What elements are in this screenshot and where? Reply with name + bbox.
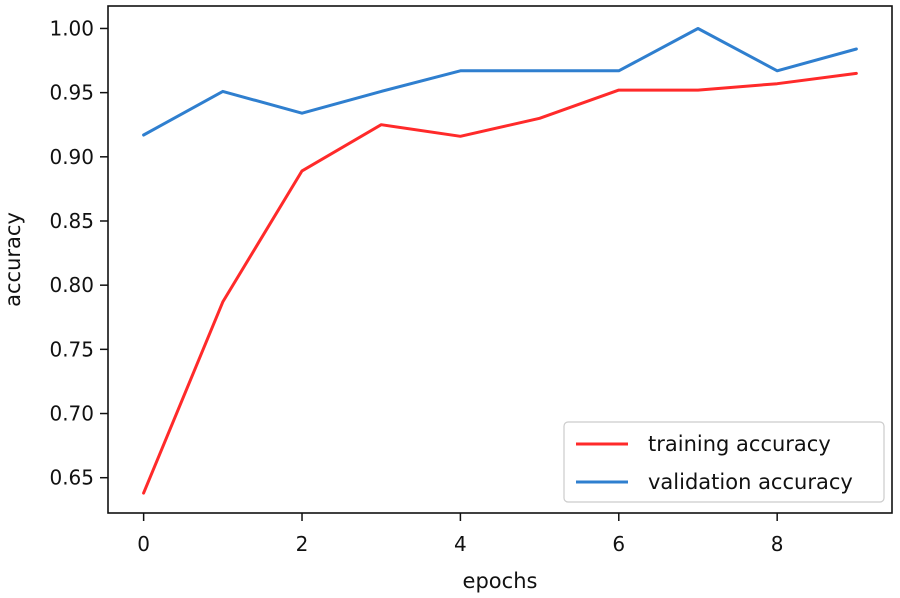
x-tick-label: 6: [612, 532, 625, 556]
x-axis-ticks: 0 2 4 6 8: [137, 513, 784, 556]
legend-box: [563, 421, 885, 503]
x-tick-label: 2: [296, 532, 309, 556]
series-line-training-accuracy: [142, 71, 858, 495]
legend: training accuracy validation accuracy: [563, 421, 885, 503]
y-axis-ticks: 0.65 0.70 0.75 0.80 0.85 0.90 0.95 1.00: [49, 16, 108, 490]
plot-area: [107, 5, 893, 514]
legend-label-training-accuracy: training accuracy: [648, 432, 831, 456]
y-tick-label: 0.80: [49, 273, 94, 297]
x-tick-label: 4: [454, 532, 467, 556]
x-tick-label: 8: [771, 532, 784, 556]
y-tick-label: 0.90: [49, 145, 94, 169]
legend-label-validation-accuracy: validation accuracy: [648, 470, 853, 494]
x-tick-label: 0: [137, 532, 150, 556]
plot-frame: [107, 5, 893, 514]
x-axis-label: epochs: [463, 569, 538, 593]
y-axis-label: accuracy: [1, 212, 25, 307]
series-line-validation-accuracy: [142, 27, 858, 137]
y-tick-label: 0.65: [49, 466, 94, 490]
y-tick-label: 0.85: [49, 209, 94, 233]
y-tick-label: 1.00: [49, 16, 94, 40]
series-layer: [142, 27, 858, 495]
y-tick-label: 0.70: [49, 402, 94, 426]
y-tick-label: 0.95: [49, 81, 94, 105]
y-tick-label: 0.75: [49, 337, 94, 361]
